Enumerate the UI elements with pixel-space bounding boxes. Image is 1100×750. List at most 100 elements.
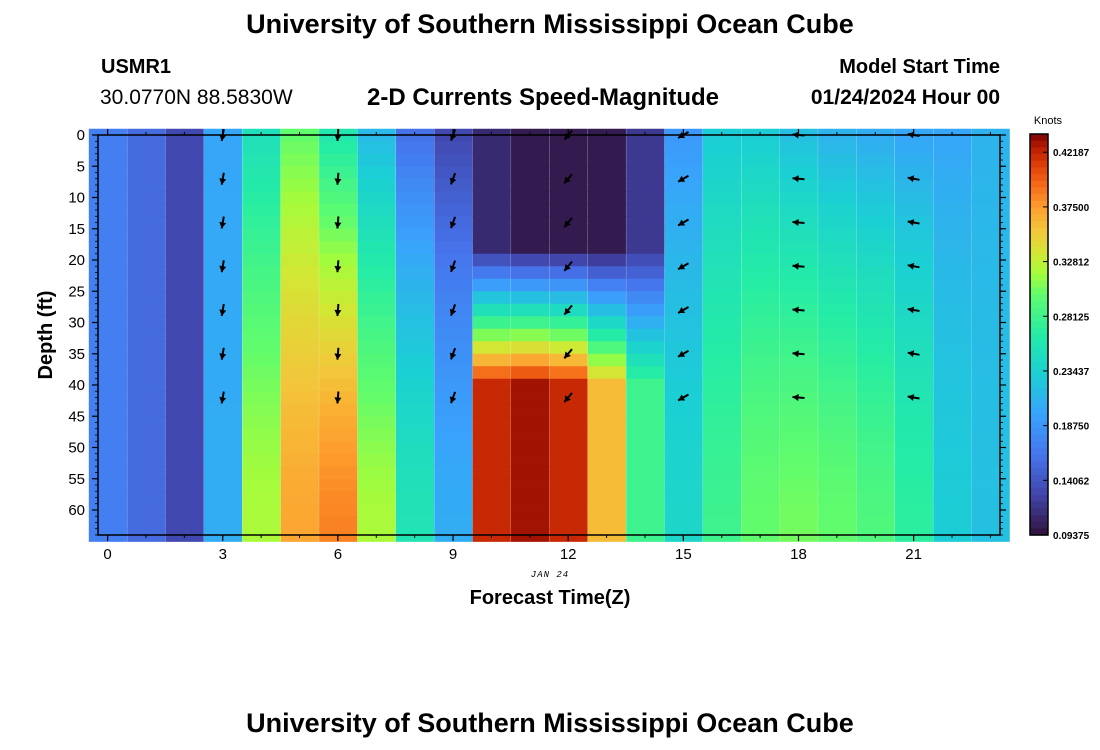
heatmap-cell xyxy=(434,278,473,292)
heatmap-cell xyxy=(434,166,473,180)
heatmap-cell xyxy=(203,141,243,155)
heatmap-cell xyxy=(587,203,626,217)
heatmap-cell xyxy=(933,178,972,192)
current-arrow xyxy=(792,219,805,226)
heatmap-cell xyxy=(971,228,1010,242)
heatmap-cell xyxy=(549,491,588,505)
heatmap-cell xyxy=(280,316,319,330)
heatmap-cell xyxy=(587,141,626,155)
heatmap-cell xyxy=(319,466,358,480)
heatmap-cell xyxy=(88,278,127,292)
heatmap-cell xyxy=(203,416,243,430)
heatmap-cell xyxy=(242,266,281,280)
heatmap-cell xyxy=(280,353,319,367)
heatmap-cell xyxy=(357,141,396,155)
heatmap-cell xyxy=(741,316,780,330)
heatmap-cell xyxy=(856,466,895,480)
heatmap-cell xyxy=(702,141,742,155)
heatmap-cell xyxy=(741,466,780,480)
heatmap-cell xyxy=(894,316,934,330)
colorbar-swatch xyxy=(1030,521,1048,529)
heatmap-cell xyxy=(395,291,435,305)
heatmap-cell xyxy=(626,166,665,180)
heatmap-cell xyxy=(280,341,319,355)
heatmap-cell xyxy=(472,366,511,380)
heatmap-cell xyxy=(127,191,166,205)
heatmap-cell xyxy=(165,303,204,317)
heatmap-cell xyxy=(88,216,127,230)
arrow-head xyxy=(678,219,686,226)
heatmap-cell xyxy=(587,253,626,267)
heatmap-cell xyxy=(818,141,857,155)
heatmap-cell xyxy=(280,241,319,255)
heatmap-cell xyxy=(395,353,435,367)
x-tick-label: 15 xyxy=(675,546,692,563)
arrow-head xyxy=(219,134,227,141)
colorbar-swatch xyxy=(1030,281,1048,289)
heatmap-cell xyxy=(127,391,166,405)
heatmap-cell xyxy=(319,153,358,167)
heatmap-cell xyxy=(511,303,550,317)
heatmap-cell xyxy=(549,291,588,305)
heatmap-cell xyxy=(165,153,204,167)
heatmap-cell xyxy=(127,441,166,455)
heatmap-cell xyxy=(894,428,934,442)
heatmap-cell xyxy=(626,153,665,167)
heatmap-cell xyxy=(395,178,435,192)
colorbar-swatch xyxy=(1030,234,1048,242)
heatmap-cell xyxy=(702,516,742,530)
heatmap-cell xyxy=(818,178,857,192)
heatmap-cell xyxy=(242,303,281,317)
heatmap-cell xyxy=(549,178,588,192)
heatmap-cell xyxy=(702,316,742,330)
arrow-head xyxy=(219,353,227,360)
arrow-head xyxy=(449,221,457,229)
arrow-head xyxy=(334,397,342,404)
heatmap-cell xyxy=(933,253,972,267)
heatmap-cell xyxy=(165,178,204,192)
heatmap-cell xyxy=(933,141,972,155)
current-arrow xyxy=(334,303,342,317)
heatmap-cell xyxy=(203,203,243,217)
heatmap-cell xyxy=(434,366,473,380)
current-arrow xyxy=(219,303,227,317)
heatmap-cell xyxy=(741,278,780,292)
heatmap-cell xyxy=(127,341,166,355)
x-tick-label: 21 xyxy=(905,546,922,563)
heatmap-cell xyxy=(511,503,550,517)
heatmap-cell xyxy=(88,166,127,180)
heatmap-cell xyxy=(357,516,396,530)
colorbar-tick-label: 0.18750 xyxy=(1053,422,1090,433)
heatmap-cell xyxy=(319,378,358,392)
heatmap-cell xyxy=(933,303,972,317)
colorbar-swatch xyxy=(1030,347,1048,356)
heatmap-cell xyxy=(818,241,857,255)
heatmap-cell xyxy=(933,328,972,342)
colorbar-swatch xyxy=(1030,314,1048,322)
heatmap-cell xyxy=(741,491,780,505)
heatmap-cell xyxy=(779,416,818,430)
colorbar-swatch xyxy=(1030,508,1048,516)
heatmap-cell xyxy=(856,178,895,192)
colorbar-swatch xyxy=(1030,287,1048,295)
heatmap-cell xyxy=(702,478,742,492)
colorbar-swatch xyxy=(1030,401,1048,409)
heatmap-cell xyxy=(357,266,396,280)
heatmap-cell xyxy=(933,453,972,467)
current-arrow xyxy=(907,394,920,401)
heatmap-cell xyxy=(472,241,511,255)
heatmap-cell xyxy=(856,378,895,392)
heatmap-cell xyxy=(626,391,665,405)
heatmap-cell xyxy=(242,391,281,405)
arrow-head xyxy=(334,309,342,316)
colorbar-swatch xyxy=(1030,441,1048,449)
heatmap-cell xyxy=(88,453,127,467)
heatmap-cell xyxy=(203,228,243,242)
heatmap-cell xyxy=(280,291,319,305)
heatmap-cell xyxy=(434,416,473,430)
heatmap-cell xyxy=(203,478,243,492)
heatmap-cell xyxy=(242,516,281,530)
heatmap-cell xyxy=(741,478,780,492)
heatmap-cell xyxy=(741,191,780,205)
heatmap-cell xyxy=(472,216,511,230)
